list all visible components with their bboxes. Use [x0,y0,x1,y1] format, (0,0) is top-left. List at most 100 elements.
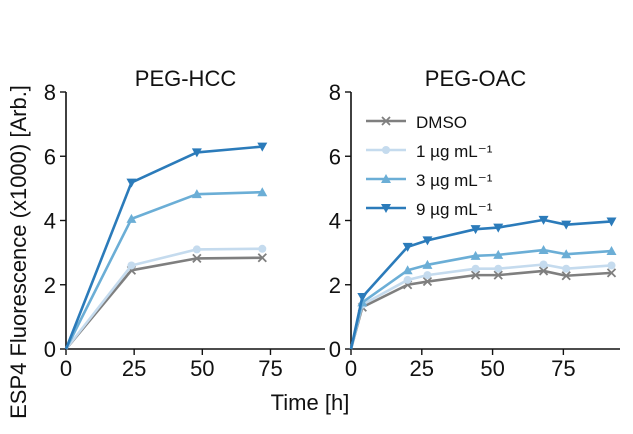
y-tick-label: 2 [329,273,341,298]
legend-label: 1 µg mL⁻¹ [416,142,493,161]
panel-title: PEG-HCC [135,66,237,91]
data-point [357,292,368,302]
data-point [561,271,571,281]
legend-swatch-marker [381,204,391,213]
y-tick-label: 4 [329,209,341,234]
data-point [538,266,549,276]
y-tick-label: 0 [329,337,341,362]
y-tick-label: 0 [44,337,56,362]
data-point-b [257,253,267,263]
y-tick-label: 4 [44,209,56,234]
legend: DMSO 1 µg mL⁻¹ 3 µg mL⁻¹ 9 µg mL⁻¹ [366,113,493,219]
data-point [126,213,137,223]
data-point [192,253,202,264]
legend-label: DMSO [416,113,467,132]
y-tick-label: 8 [44,80,56,105]
series-line [64,145,263,350]
y-tick-label: 8 [329,80,341,105]
y-axis-label: ESP4 Fluorescence (x1000) [Arb.] [6,85,31,419]
data-point-b [561,271,571,281]
data-point [191,189,202,199]
data-point [192,245,201,254]
x-tick-label: 50 [190,356,214,381]
data-point [422,259,433,269]
legend-swatch-marker [381,174,391,183]
y-tick-label: 6 [329,144,341,169]
x-tick-label: 0 [60,356,72,381]
data-point [561,220,572,230]
data-point [422,276,433,287]
data-point-b [606,268,617,278]
data-point [539,260,548,269]
data-point [127,261,136,270]
series-1-g-ml [64,244,267,350]
data-point [470,270,481,280]
data-point [126,178,137,188]
series-1-g-ml [349,260,616,350]
legend-item-1-g-ml: 1 µg mL⁻¹ [366,142,493,161]
legend-item-dmso: DMSO [366,113,467,132]
legend-swatch-marker [381,116,391,126]
series-dmso [65,253,267,350]
series-line [64,190,263,350]
data-point-b [192,253,202,264]
x-tick-label: 25 [122,356,146,381]
data-point [494,264,503,273]
panel-peg-hcc: PEG-HCC 0 2 4 6 8 0 25 50 75 [44,66,325,381]
x-tick-label: 25 [410,356,434,381]
series-3-g-ml [349,245,617,350]
data-point [606,217,617,227]
data-point [257,253,267,263]
y-tick-label: 2 [44,273,56,298]
data-point [257,142,268,152]
legend-swatch-marker [382,146,390,154]
data-point [493,270,503,280]
y-tick-label: 6 [44,144,56,169]
data-point [538,215,549,225]
data-point [402,242,413,252]
x-axis-label: Time [h] [271,390,350,415]
series-9-g-ml [349,215,617,350]
data-point [606,246,617,256]
data-point [470,250,481,260]
data-point [561,249,572,259]
data-point [191,148,202,158]
series-line [349,263,612,350]
series-line [65,256,263,350]
panel-title: PEG-OAC [425,66,527,91]
legend-label: 9 µg mL⁻¹ [416,200,493,219]
x-tick-label: 50 [480,356,504,381]
x-tick-label: 75 [551,356,575,381]
series-line [349,218,612,350]
data-point [258,244,267,253]
data-point [422,236,433,246]
data-point-b [470,270,481,280]
x-tick-label: 0 [345,356,357,381]
legend-item-3-g-ml: 3 µg mL⁻¹ [366,171,493,190]
data-point [470,225,481,235]
panel-peg-oac: PEG-OAC 0 2 4 6 8 0 25 50 75 DMSO 1 µg mL⁻¹ 3 µg mL⁻… [329,66,620,381]
series-line [64,247,263,350]
data-point-b [538,266,549,276]
legend-label: 3 µg mL⁻¹ [416,171,493,190]
legend-item-9-g-ml: 9 µg mL⁻¹ [366,200,493,219]
legend-swatch-marker-b [381,116,391,126]
data-point [606,268,617,278]
data-point [538,245,549,255]
series-9-g-ml [64,142,268,350]
data-point-b [493,270,503,280]
data-point [493,223,504,233]
data-point [402,265,413,275]
data-point [607,261,616,270]
data-point [471,264,480,273]
data-point-b [422,276,433,287]
data-point [257,187,268,197]
data-point [493,249,504,259]
series-3-g-ml [64,187,268,350]
data-point [423,271,432,280]
data-point [562,264,571,273]
data-point [403,275,412,284]
series-dmso [349,266,617,350]
x-tick-label: 75 [258,356,282,381]
